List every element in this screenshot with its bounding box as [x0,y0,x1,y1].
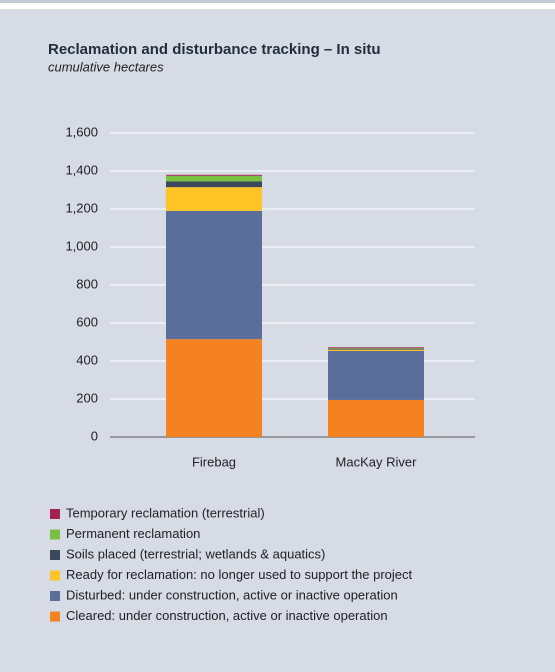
bar-segment [166,187,262,211]
y-tick-label: 600 [76,314,98,329]
legend-label: Ready for reclamation: no longer used to… [66,567,413,582]
legend-swatch [50,591,60,601]
bar-segment [328,399,424,437]
y-tick-label: 800 [76,276,98,291]
top-band [0,3,555,9]
bar-segment [328,348,424,350]
legend-label: Permanent reclamation [66,526,200,541]
chart-title: Reclamation and disturbance tracking – I… [48,41,381,58]
bar-segment [166,174,262,176]
x-tick-label: Firebag [192,454,236,469]
legend-label: Cleared: under construction, active or i… [66,608,388,623]
bar-segment [328,349,424,351]
y-tick-label: 1,200 [65,200,98,215]
legend-swatch [50,611,60,622]
bar-segment [166,175,262,182]
bar-segment [328,347,424,349]
legend-label: Disturbed: under construction, active or… [66,587,398,602]
legend-swatch [50,529,60,540]
bar-segment [166,339,262,437]
bar-segment [328,350,424,400]
x-tick-label: MacKay River [336,454,418,469]
y-tick-label: 1,000 [65,238,98,253]
legend-label: Temporary reclamation (terrestrial) [66,505,265,520]
legend-swatch [50,550,60,560]
top-strip [0,0,555,3]
chart-subtitle: cumulative hectares [48,59,164,74]
bar-segment [166,181,262,188]
y-tick-label: 400 [76,352,98,367]
legend-swatch [50,570,60,581]
y-tick-label: 200 [76,390,98,405]
y-tick-label: 1,600 [65,124,98,139]
y-tick-label: 0 [91,428,98,443]
bar-segment [328,348,424,349]
legend-swatch [50,509,60,519]
bar-segment [166,210,262,340]
y-tick-label: 1,400 [65,162,98,177]
legend-label: Soils placed (terrestrial; wetlands & aq… [66,546,325,561]
